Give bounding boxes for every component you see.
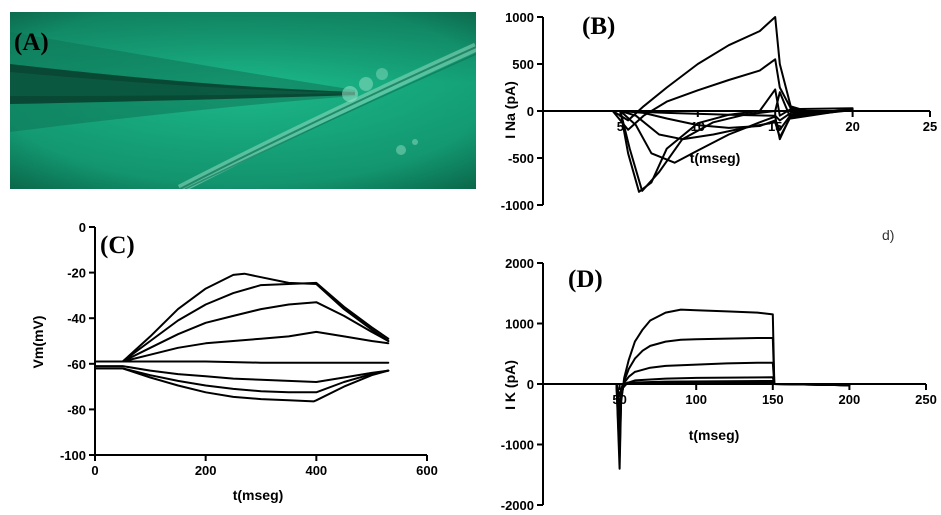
chart-b-ytick-label: -500 [508,151,534,166]
chart-c-ytick-label: -60 [67,357,86,372]
chart-c-xtick-label: 0 [91,463,98,478]
chart-c-trace-2 [94,281,390,363]
chart-d-ytick-label: -2000 [501,498,534,513]
chart-d-xtick-label: 150 [762,392,784,407]
chart-c-ytick-label: 0 [79,220,86,235]
chart-c-ytick-label: -100 [60,448,86,463]
chart-b-xlabel: t(mseg) [690,150,741,166]
chart-b-trace-3 [542,88,854,193]
panel-label-c: (C) [100,232,135,259]
chart-d-xtick-label: 100 [685,392,707,407]
chart-b-xtick-label: 25 [923,119,937,134]
chart-c-xlabel: t(mseg) [233,487,284,503]
chart-b-xtick-label: 5 [617,119,624,134]
chart-c-trace-4 [94,330,390,363]
chart-b-ytick-label: -1000 [501,198,534,213]
chart-c-trace-3 [94,301,390,363]
chart-c-trace-7 [94,367,390,394]
chart-c-membrane-voltage: Vm(mV) t(mseg) -100 -80 -60 -40 -20 0 0 200 400 6… [30,220,438,503]
chart-c-ytick-label: -80 [67,402,86,417]
chart-c-ytick-label: -40 [67,311,86,326]
chart-d-ytick-label: -1000 [501,438,534,453]
chart-c-xtick-label: 400 [305,463,327,478]
chart-b-xtick-label: 20 [845,119,859,134]
panel-label-d: (D) [568,266,603,293]
chart-c-ytick-label: -20 [67,266,86,281]
panel-label-a: (A) [14,29,49,56]
chart-d-ytick-label: 0 [527,377,534,392]
chart-d-ytick-label: 1000 [505,317,534,332]
chart-c-ylabel: Vm(mV) [30,316,46,369]
chart-b-trace-4 [542,91,854,192]
chart-d-ytick-label: 2000 [505,256,534,271]
chart-c-trace-8 [94,367,390,403]
chart-c-trace-6 [94,365,390,383]
chart-b-trace-8 [542,109,854,122]
chart-d-xlabel: t(mseg) [689,427,740,443]
chart-b-ytick-label: 500 [512,57,534,72]
panel-label-b: (B) [582,13,615,40]
side-annotation: d) [882,227,894,243]
chart-b-ylabel: I Na (pA) [502,81,518,139]
chart-c-trace-5 [94,360,390,364]
chart-c-xtick-label: 600 [416,463,438,478]
chart-d-xtick-label: 250 [915,392,937,407]
chart-b-ytick-label: 0 [527,104,534,119]
micrograph-image [10,12,476,189]
chart-d-ylabel: I K (pA) [502,360,518,410]
chart-d-xtick-label: 200 [839,392,861,407]
chart-b-ytick-label: 1000 [505,10,534,25]
chart-c-trace-1 [94,272,390,363]
chart-d-trace-7 [542,383,851,398]
chart-b-trace-6 [542,109,854,141]
chart-c-xtick-label: 200 [195,463,217,478]
